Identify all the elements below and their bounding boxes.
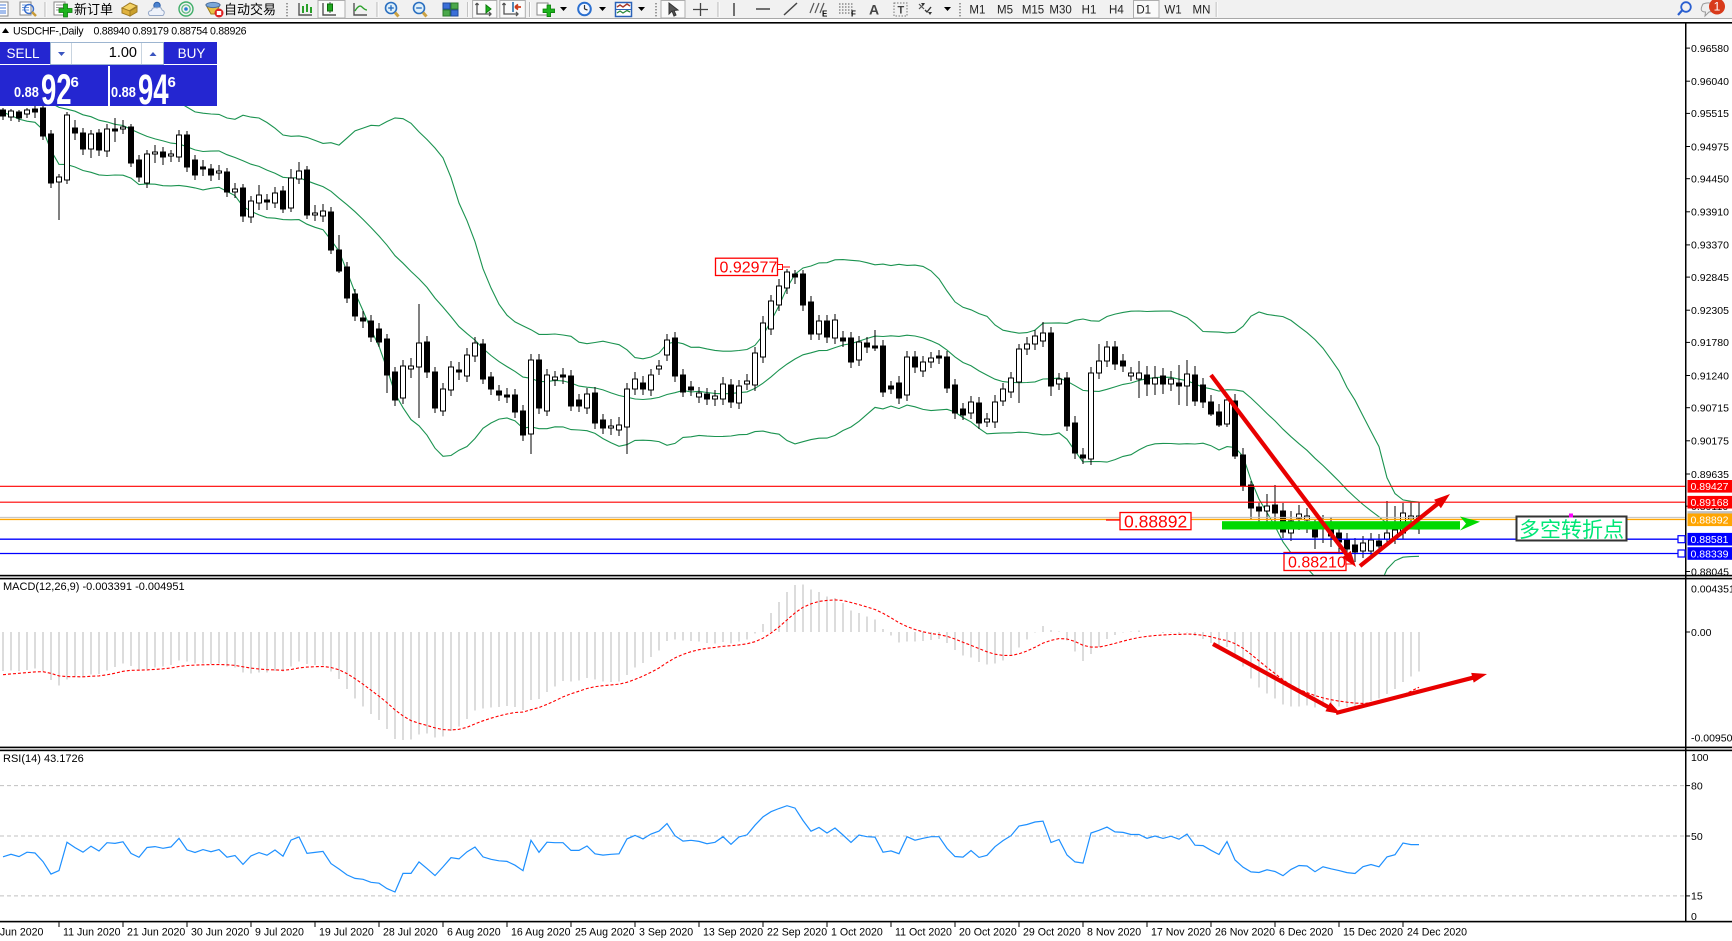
svg-text:M5: M5: [997, 5, 1013, 17]
svg-text:0.96040: 0.96040: [1691, 76, 1729, 88]
svg-text:11 Jun 2020: 11 Jun 2020: [63, 927, 121, 939]
svg-text:MACD(12,26,9) -0.003391 -0.004: MACD(12,26,9) -0.003391 -0.004951: [3, 581, 185, 593]
svg-text:50: 50: [1691, 831, 1703, 843]
svg-text:0.93370: 0.93370: [1691, 240, 1729, 252]
svg-text:自动交易: 自动交易: [224, 2, 276, 17]
svg-text:-0.009504: -0.009504: [1691, 732, 1732, 744]
svg-text:E: E: [822, 10, 828, 19]
svg-text:15: 15: [1691, 891, 1703, 903]
svg-text:T: T: [898, 5, 905, 17]
svg-text:0.93910: 0.93910: [1691, 207, 1729, 219]
svg-text:6 Dec 2020: 6 Dec 2020: [1279, 927, 1333, 939]
svg-text:28 Jul 2020: 28 Jul 2020: [383, 927, 438, 939]
svg-text:0.91780: 0.91780: [1691, 337, 1729, 349]
svg-text:0.91240: 0.91240: [1691, 370, 1729, 382]
svg-text:24 Dec 2020: 24 Dec 2020: [1407, 927, 1467, 939]
svg-text:新订单: 新订单: [74, 2, 113, 17]
svg-text:W1: W1: [1164, 5, 1181, 17]
svg-text:0.89635: 0.89635: [1691, 469, 1729, 481]
svg-text:100: 100: [1691, 752, 1709, 764]
svg-text:0.88581: 0.88581: [1691, 534, 1729, 546]
svg-text:16 Aug 2020: 16 Aug 2020: [511, 927, 571, 939]
svg-text:A: A: [869, 2, 879, 18]
svg-text:29 Oct 2020: 29 Oct 2020: [1023, 927, 1081, 939]
svg-text:H4: H4: [1109, 5, 1124, 17]
svg-text:11 Oct 2020: 11 Oct 2020: [895, 927, 952, 939]
svg-text:多空转折点: 多空转折点: [1519, 519, 1624, 542]
svg-text:0.90175: 0.90175: [1691, 436, 1729, 448]
svg-text:9 Jul 2020: 9 Jul 2020: [255, 927, 304, 939]
svg-text:0.004351: 0.004351: [1691, 583, 1732, 595]
svg-text:0: 0: [1691, 911, 1697, 923]
svg-text:0.95515: 0.95515: [1691, 108, 1729, 120]
svg-text:F: F: [851, 10, 856, 19]
svg-text:26 Nov 2020: 26 Nov 2020: [1215, 927, 1275, 939]
svg-text:3 Sep 2020: 3 Sep 2020: [639, 927, 693, 939]
svg-text:1: 1: [1714, 0, 1721, 14]
svg-text:M15: M15: [1022, 5, 1044, 17]
svg-text:0.89427: 0.89427: [1691, 481, 1729, 493]
svg-text:1 Oct 2020: 1 Oct 2020: [831, 927, 883, 939]
svg-text:15 Dec 2020: 15 Dec 2020: [1343, 927, 1403, 939]
svg-text:D1: D1: [1136, 5, 1151, 17]
svg-text:0.88892: 0.88892: [1124, 511, 1187, 531]
svg-text:0.94975: 0.94975: [1691, 141, 1729, 153]
svg-text:6 Aug 2020: 6 Aug 2020: [447, 927, 501, 939]
svg-text:M1: M1: [969, 5, 985, 17]
svg-text:0.90715: 0.90715: [1691, 402, 1729, 414]
svg-text:0.94450: 0.94450: [1691, 173, 1729, 185]
svg-text:8 Nov 2020: 8 Nov 2020: [1087, 927, 1141, 939]
svg-text:13 Sep 2020: 13 Sep 2020: [703, 927, 763, 939]
svg-text:MN: MN: [1193, 5, 1211, 17]
svg-text:0.89168: 0.89168: [1691, 497, 1729, 509]
svg-text:0.88045: 0.88045: [1691, 566, 1729, 578]
svg-text:21 Jun 2020: 21 Jun 2020: [127, 927, 185, 939]
svg-text:22 Sep 2020: 22 Sep 2020: [767, 927, 827, 939]
svg-text:0.92977: 0.92977: [720, 260, 778, 277]
svg-text:0.00: 0.00: [1691, 627, 1712, 639]
svg-text:0.96580: 0.96580: [1691, 43, 1729, 55]
svg-text:0.88339: 0.88339: [1691, 548, 1729, 560]
svg-text:25 Aug 2020: 25 Aug 2020: [575, 927, 635, 939]
svg-text:0.88210: 0.88210: [1288, 554, 1346, 571]
svg-text:30 Jun 2020: 30 Jun 2020: [191, 927, 249, 939]
svg-text:0.88892: 0.88892: [1691, 515, 1729, 527]
svg-text:1 Jun 2020: 1 Jun 2020: [0, 927, 44, 939]
svg-text:20 Oct 2020: 20 Oct 2020: [959, 927, 1017, 939]
svg-text:80: 80: [1691, 780, 1703, 792]
svg-text:M30: M30: [1049, 5, 1071, 17]
svg-text:19 Jul 2020: 19 Jul 2020: [319, 927, 374, 939]
svg-text:0.92845: 0.92845: [1691, 272, 1729, 284]
svg-text:H1: H1: [1082, 5, 1097, 17]
svg-text:USDCHF-,Daily 0.88940 0.89179: USDCHF-,Daily 0.88940 0.89179 0.88754 0.…: [13, 26, 247, 38]
svg-text:RSI(14) 43.1726: RSI(14) 43.1726: [3, 753, 84, 765]
svg-text:0.92305: 0.92305: [1691, 305, 1729, 317]
svg-text:17 Nov 2020: 17 Nov 2020: [1151, 927, 1211, 939]
